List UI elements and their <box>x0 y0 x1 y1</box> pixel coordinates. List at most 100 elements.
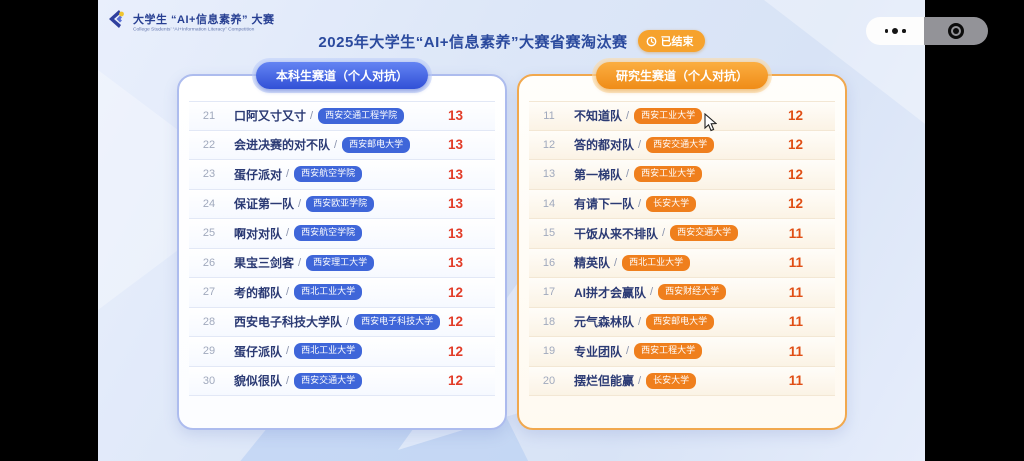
mouse-cursor <box>704 112 718 137</box>
school-badge: 西北工业大学 <box>294 343 363 360</box>
team-name: 专业团队 <box>574 344 623 359</box>
separator: / <box>334 138 338 151</box>
separator: / <box>298 256 302 269</box>
team-rank: 27 <box>202 286 216 299</box>
school-badge: 西安邮电大学 <box>342 136 411 153</box>
school-badge: 西安交通大学 <box>646 136 715 153</box>
table-row: 13 第一梯队 / 西安工业大学 12 <box>529 160 835 190</box>
more-options-button[interactable] <box>866 17 924 45</box>
separator: / <box>286 227 290 240</box>
separator: / <box>650 286 654 299</box>
school-badge: 西安工业大学 <box>634 107 703 124</box>
more-icon <box>902 29 906 33</box>
school-badge: 西安电子科技大学 <box>354 313 441 330</box>
school-badge: 西安财经大学 <box>658 284 727 301</box>
team-name: 第一梯队 <box>574 167 623 182</box>
more-icon <box>884 29 888 33</box>
team-rank: 17 <box>542 286 556 299</box>
table-row: 14 有请下一队 / 长安大学 12 <box>529 189 835 219</box>
capsule-home-button[interactable] <box>924 17 988 45</box>
school-badge: 西安航空学院 <box>294 225 363 242</box>
team-rank: 28 <box>202 315 216 328</box>
school-badge: 西安航空学院 <box>294 166 363 183</box>
separator: / <box>614 256 618 269</box>
team-rank: 25 <box>202 227 216 240</box>
school-badge: 西安交通大学 <box>670 225 739 242</box>
competition-logo: 大学生 “AI+信息素养” 大赛 College Students’ “AI+I… <box>104 7 281 36</box>
table-row: 19 专业团队 / 西安工程大学 11 <box>529 337 835 367</box>
undergraduate-leaderboard: 21 口阿又寸又寸 / 西安交通工程学院 13 22 会进决赛的对不队 / 西安邮电大学 13 23… <box>179 76 505 396</box>
table-row: 24 保证第一队 / 西安欧亚学院 13 <box>189 189 495 219</box>
team-name: 蛋仔派队 <box>234 344 283 359</box>
team-score: 13 <box>447 255 463 271</box>
school-badge: 西安交通工程学院 <box>318 107 405 124</box>
team-name: 不知道队 <box>574 109 623 124</box>
table-row: 15 干饭从来不排队 / 西安交通大学 11 <box>529 219 835 249</box>
team-name: 答的都对队 <box>574 138 635 153</box>
team-name: 干饭从来不排队 <box>574 226 659 241</box>
table-row: 25 啊对对队 / 西安航空学院 13 <box>189 219 495 249</box>
separator: / <box>310 109 314 122</box>
undergraduate-track-panel: 本科生赛道（个人对抗） 21 口阿又寸又寸 / 西安交通工程学院 13 22 会进决赛的对不… <box>177 62 507 430</box>
team-rank: 24 <box>202 197 216 210</box>
team-score: 13 <box>447 166 463 182</box>
team-name: 果宝三剑客 <box>234 256 295 271</box>
team-name: 摆烂但能赢 <box>574 374 635 389</box>
team-name: AI拼才会赢队 <box>574 285 647 300</box>
team-score: 13 <box>447 225 463 241</box>
table-row: 21 口阿又寸又寸 / 西安交通工程学院 13 <box>189 101 495 131</box>
school-badge: 西安交通大学 <box>294 372 363 389</box>
undergraduate-track-header: 本科生赛道（个人对抗） <box>255 62 429 89</box>
team-name: 有请下一队 <box>574 197 635 212</box>
separator: / <box>626 109 630 122</box>
table-row: 18 元气森林队 / 西安邮电大学 11 <box>529 307 835 337</box>
team-rank: 18 <box>542 315 556 328</box>
table-row: 29 蛋仔派队 / 西北工业大学 12 <box>189 337 495 367</box>
team-name: 蛋仔派对 <box>234 167 283 182</box>
table-row: 22 会进决赛的对不队 / 西安邮电大学 13 <box>189 130 495 160</box>
team-rank: 22 <box>202 138 216 151</box>
team-score: 12 <box>447 314 463 330</box>
team-rank: 20 <box>542 374 556 387</box>
mini-program-viewport: 大学生 “AI+信息素养” 大赛 College Students’ “AI+I… <box>98 0 925 461</box>
clock-icon <box>646 36 657 47</box>
graduate-track-header: 研究生赛道（个人对抗） <box>595 62 769 89</box>
table-row: 16 精英队 / 西北工业大学 11 <box>529 248 835 278</box>
team-score: 11 <box>788 343 803 359</box>
team-rank: 11 <box>543 109 555 122</box>
separator: / <box>286 374 290 387</box>
team-score: 12 <box>447 284 463 300</box>
team-name: 会进决赛的对不队 <box>234 138 331 153</box>
team-name: 西安电子科技大学队 <box>234 315 343 330</box>
team-score: 11 <box>788 284 803 300</box>
separator: / <box>286 286 290 299</box>
school-badge: 西安欧亚学院 <box>306 195 375 212</box>
team-score: 12 <box>787 108 803 124</box>
school-badge: 长安大学 <box>646 372 697 389</box>
team-name: 保证第一队 <box>234 197 295 212</box>
team-rank: 16 <box>542 256 556 269</box>
team-name: 啊对对队 <box>234 226 283 241</box>
team-score: 11 <box>788 373 803 389</box>
team-score: 13 <box>447 137 463 153</box>
team-score: 13 <box>447 196 463 212</box>
table-row: 12 答的都对队 / 西安交通大学 12 <box>529 130 835 160</box>
school-badge: 西安邮电大学 <box>646 313 715 330</box>
separator: / <box>638 315 642 328</box>
graduate-leaderboard: 11 不知道队 / 西安工业大学 12 12 答的都对队 / 西安交通大学 12 13 第一梯队 / 西安… <box>519 76 845 396</box>
team-rank: 21 <box>202 109 216 122</box>
school-badge: 西安工业大学 <box>634 166 703 183</box>
team-rank: 29 <box>202 345 216 358</box>
separator: / <box>346 315 350 328</box>
page-header: 2025年大学生“AI+信息素养”大赛省赛淘汰赛 已结束 <box>98 30 925 52</box>
table-row: 27 考的都队 / 西北工业大学 12 <box>189 278 495 308</box>
status-badge-label: 已结束 <box>660 36 694 48</box>
team-score: 12 <box>447 373 463 389</box>
team-rank: 12 <box>542 138 556 151</box>
logo-subtitle: College Students’ “AI+Information Litera… <box>133 26 255 32</box>
table-row: 30 貌似很队 / 西安交通大学 12 <box>189 366 495 396</box>
status-badge: 已结束 <box>637 30 705 52</box>
team-rank: 13 <box>542 168 556 181</box>
team-score: 11 <box>788 314 803 330</box>
team-name: 口阿又寸又寸 <box>234 109 307 124</box>
